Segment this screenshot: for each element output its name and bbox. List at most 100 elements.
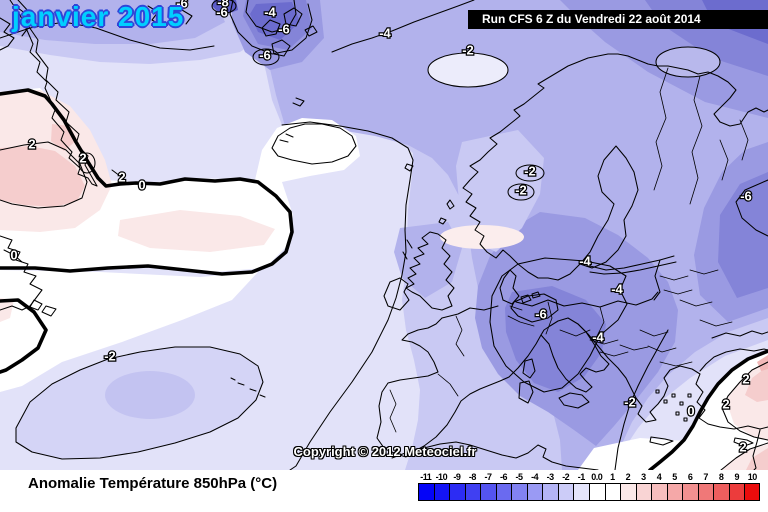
legend-swatch <box>573 483 591 501</box>
legend-swatch <box>449 483 466 501</box>
legend-value: -2 <box>562 472 570 482</box>
run-info-bar: Run CFS 6 Z du Vendredi 22 août 2014 <box>468 10 768 29</box>
legend-cell: -3 <box>542 472 559 501</box>
legend-cell: 0.0 <box>589 472 606 501</box>
legend-value: 9 <box>734 472 739 482</box>
legend-value: 6 <box>687 472 693 482</box>
contour-label: -2 <box>624 394 636 409</box>
copyright-watermark: Copyright © 2012 Meteociel.fr <box>293 444 477 459</box>
legend-value: -1 <box>577 472 586 482</box>
legend-cell: -6 <box>495 472 513 501</box>
legend-swatch <box>728 483 746 501</box>
legend-value: -4 <box>531 472 539 482</box>
contour-label: -6 <box>535 306 547 321</box>
legend-cell: 5 <box>666 472 684 501</box>
contour-label: 0 <box>687 403 694 418</box>
legend-swatch <box>620 483 637 501</box>
legend-swatch <box>480 483 497 501</box>
contour-label: 2 <box>79 150 86 165</box>
legend-value: -11 <box>420 472 432 482</box>
anomaly-map: -6 -8-6 -4-6-6-4-2-2-2 -6-4-4-6-4-202222220… <box>0 0 768 470</box>
contour-label: -2 <box>104 348 116 363</box>
contour-label: -4 <box>611 281 623 296</box>
legend-value: 10 <box>747 472 758 482</box>
contour-label: -6 <box>278 21 290 36</box>
legend-swatch <box>464 483 482 501</box>
contour-label: 2 <box>28 136 35 151</box>
month-title: janvier 2015 <box>12 1 185 32</box>
legend-swatch <box>651 483 668 501</box>
thin-contours <box>0 0 768 470</box>
contour-label: -6 <box>176 0 188 10</box>
legend-cell: 6 <box>682 472 699 501</box>
legend-scale: -11 -10 -9 -8 -7 -6 -5 -4 -3 -2 -1 0.0 1 2 3 4 5 6 7 8 9 10 <box>418 472 761 501</box>
contour-label: 2 <box>118 169 125 184</box>
legend-swatch <box>713 483 730 501</box>
contour-label: 2 <box>722 396 729 411</box>
contour-label: 2 <box>739 439 746 454</box>
legend-swatch <box>511 483 528 501</box>
legend-cell: 8 <box>713 472 730 501</box>
legend-cell: -7 <box>480 472 497 501</box>
footer-bar: Anomalie Température 850hPa (°C) -11 -10-… <box>0 470 768 512</box>
legend-swatch <box>557 483 575 501</box>
legend-value: -7 <box>484 472 492 482</box>
contour-label: -4 <box>592 329 604 344</box>
legend-cell: 4 <box>651 472 668 501</box>
legend-cell: -2 <box>557 472 575 501</box>
legend-swatch <box>495 483 513 501</box>
legend-cell: 2 <box>620 472 637 501</box>
anomaly-fill-layers <box>0 0 768 470</box>
legend-value: -10 <box>435 472 448 482</box>
legend-swatch <box>526 483 544 501</box>
legend-value: 4 <box>656 472 662 482</box>
contour-label: -6 <box>259 47 271 62</box>
contour-label: -4 <box>379 25 391 40</box>
legend-cell: -11 <box>418 472 435 501</box>
legend-cell: 1 <box>604 472 622 501</box>
legend-value: -9 <box>453 472 461 482</box>
legend-value: 2 <box>625 472 631 482</box>
legend-cell: -8 <box>464 472 482 501</box>
legend-swatch <box>635 483 653 501</box>
contour-label: -6 <box>740 188 752 203</box>
legend-cell: -1 <box>573 472 591 501</box>
legend-swatch <box>542 483 559 501</box>
legend-value: 0.0 <box>591 472 603 482</box>
legend-value: -5 <box>515 472 524 482</box>
contour-label: -2 <box>462 42 474 57</box>
legend-cell: 7 <box>697 472 715 501</box>
legend-swatch <box>433 483 451 501</box>
legend-value: 8 <box>718 472 724 482</box>
zero-contours <box>0 88 768 470</box>
legend-value: 7 <box>703 472 708 482</box>
legend-value: 1 <box>610 472 615 482</box>
legend-cell: 10 <box>744 472 761 501</box>
contour-label: -2 <box>515 182 527 197</box>
contour-label: 0 <box>138 177 145 192</box>
legend-swatch <box>744 483 761 501</box>
legend-cell: -10 <box>433 472 451 501</box>
legend-value: 3 <box>641 472 646 482</box>
contour-label: -6 <box>216 4 228 19</box>
contour-label: 2 <box>742 371 749 386</box>
legend-swatch <box>418 483 435 501</box>
legend-swatch <box>682 483 699 501</box>
legend-value: -3 <box>546 472 555 482</box>
legend-value: -8 <box>468 472 477 482</box>
map-area: -6 -8 -6 -4 -6 -6 -4 -2 -2 -2 -6 -4 -4 -6 -4 -2 0 2 2 2 2 2 2 0… <box>0 0 768 470</box>
legend-value: -6 <box>500 472 508 482</box>
legend-swatch <box>666 483 684 501</box>
legend-swatch <box>697 483 715 501</box>
legend-swatch <box>604 483 622 501</box>
coastlines <box>0 0 768 470</box>
legend-cell: -4 <box>526 472 544 501</box>
legend-cell: -5 <box>511 472 528 501</box>
legend-swatch <box>589 483 606 501</box>
contour-label: -8 <box>217 0 229 9</box>
contour-label: -2 <box>524 163 536 178</box>
country-borders <box>389 67 749 433</box>
contour-label: -4 <box>264 4 276 19</box>
legend-cell: 9 <box>728 472 746 501</box>
